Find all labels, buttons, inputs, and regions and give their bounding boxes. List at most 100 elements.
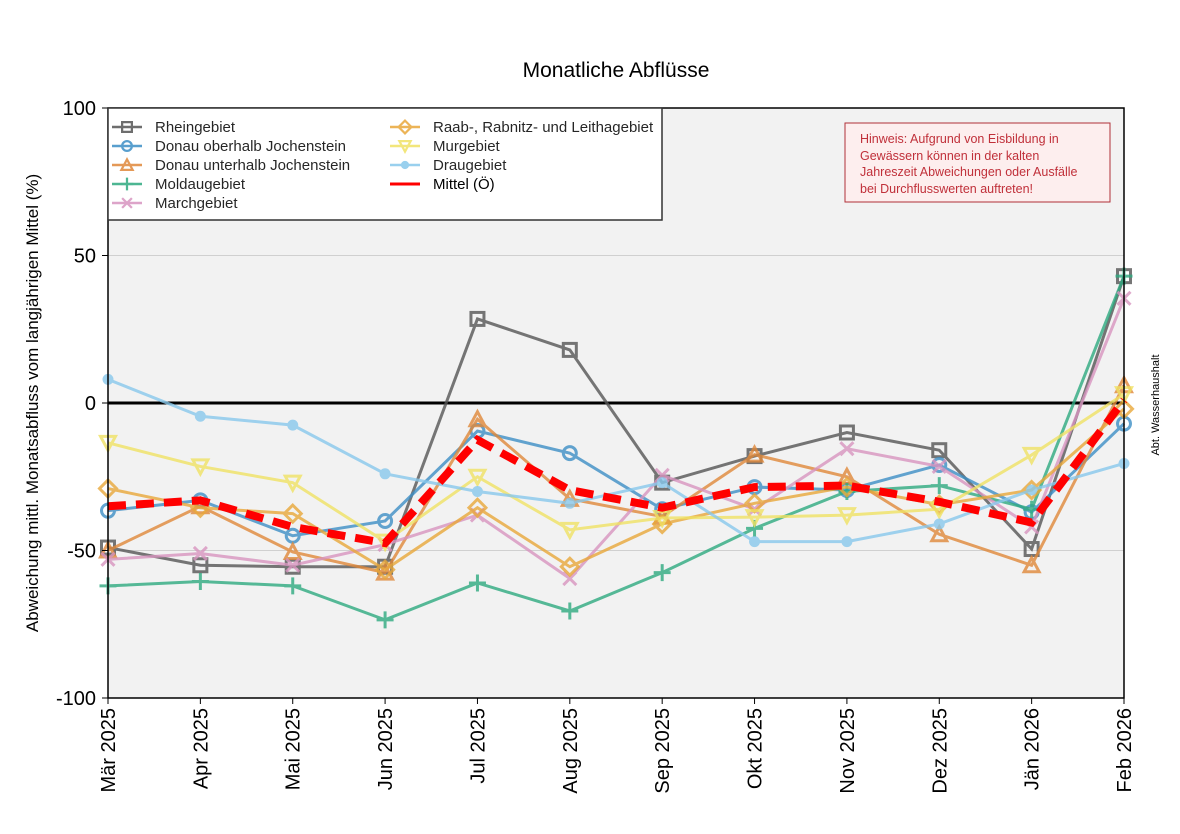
data-point — [282, 474, 303, 494]
data-point — [559, 521, 580, 541]
y-ticks: 100 50 0 -50 -100 — [56, 98, 108, 710]
data-point — [931, 442, 948, 459]
data-point — [562, 570, 578, 587]
data-point — [374, 559, 396, 581]
note-line-4: bei Durchflusswerten auftreten! — [860, 182, 1033, 196]
data-point — [284, 558, 301, 575]
series-mittel- — [107, 397, 1128, 548]
data-point — [192, 557, 209, 574]
data-point — [839, 441, 855, 457]
legend: Rheingebiet Donau oberhalb Jochenstein Don… — [107, 107, 663, 221]
note-line-3: Jahreszeit Abweichungen oder Ausfälle — [860, 165, 1078, 179]
legend-label: Donau oberhalb Jochenstein — [155, 138, 346, 155]
data-point — [467, 468, 488, 488]
legend-item: Donau unterhalb Jochenstein — [112, 156, 350, 174]
legend-label: Donau unterhalb Jochenstein — [155, 157, 350, 174]
x-tick-label: Dez 2025 — [929, 708, 951, 794]
legend-marker — [121, 140, 133, 152]
x-tick-label: Sep 2025 — [652, 708, 674, 794]
x-tick-label: Mai 2025 — [283, 708, 305, 790]
legend-item: Moldaugebiet — [112, 176, 246, 193]
x-tick-label: Jul 2025 — [467, 708, 489, 784]
data-point — [192, 545, 208, 562]
legend-item: Draugebiet — [390, 157, 507, 174]
x-tick-label: Nov 2025 — [837, 708, 859, 794]
data-point — [561, 602, 579, 620]
data-point — [564, 497, 576, 509]
data-point — [559, 556, 581, 578]
x-ticks: Mär 2025 Apr 2025 Mai 2025 Jun 2025 Jul 2025… — [98, 698, 1136, 794]
data-point — [285, 557, 301, 573]
legend-item: Mittel (Ö) — [390, 175, 495, 193]
chart-title: Monatliche Abflüsse — [523, 59, 710, 82]
data-point — [651, 513, 673, 535]
data-point — [471, 486, 483, 497]
data-point — [653, 564, 671, 582]
series-line — [107, 275, 1126, 622]
x-tick-label: Apr 2025 — [190, 708, 212, 789]
data-point — [287, 419, 299, 431]
series-line — [107, 422, 1126, 538]
series-line — [107, 378, 1125, 544]
legend-marker — [120, 177, 134, 191]
x-tick-label: Okt 2025 — [745, 708, 767, 789]
data-point — [656, 477, 668, 489]
data-point — [1021, 446, 1042, 466]
legend-item: Raab-, Rabnitz- und Leithagebiet — [390, 119, 654, 136]
legend-label: Rheingebiet — [155, 119, 236, 136]
y-tick-label: -100 — [56, 688, 96, 710]
data-point — [931, 458, 947, 474]
data-point — [749, 536, 761, 548]
x-tick-label: Jän 2026 — [1022, 708, 1044, 790]
data-point — [561, 445, 578, 462]
legend-label: Marchgebiet — [155, 195, 238, 212]
legend-marker — [397, 140, 413, 155]
legend-marker — [119, 156, 135, 171]
data-point — [744, 509, 765, 528]
data-point — [838, 424, 855, 441]
x-tick-label: Feb 2026 — [1114, 708, 1136, 793]
data-point — [930, 477, 948, 495]
note-line-2: Gewässern können in der kalten — [860, 149, 1039, 163]
data-point — [190, 458, 211, 478]
data-point — [1026, 484, 1038, 496]
y-tick-label: 0 — [85, 393, 96, 415]
legend-label: Murgebiet — [433, 138, 501, 155]
data-point — [469, 310, 486, 327]
legend-label: Mittel (Ö) — [433, 175, 495, 193]
data-point — [561, 341, 578, 358]
y-tick-label: -50 — [67, 541, 96, 563]
data-point — [744, 443, 765, 463]
legend-label: Draugebiet — [433, 157, 507, 174]
data-point — [379, 468, 391, 480]
legend-label: Raab-, Rabnitz- und Leithagebiet — [433, 119, 654, 136]
gridlines — [108, 255, 1124, 551]
x-tick-label: Aug 2025 — [560, 708, 582, 794]
ice-note: Hinweis: Aufgrund von Eisbildung in Gewä… — [844, 122, 1111, 203]
data-point — [929, 523, 950, 543]
legend-label: Moldaugebiet — [155, 176, 246, 193]
data-point — [282, 503, 304, 525]
data-point — [841, 536, 853, 548]
data-point — [282, 541, 303, 560]
legend-marker — [121, 121, 133, 133]
data-point — [376, 611, 394, 629]
data-point — [468, 574, 486, 592]
data-point — [377, 513, 394, 529]
note-line-1: Hinweis: Aufgrund von Eisbildung in — [860, 132, 1059, 146]
data-point — [466, 497, 489, 519]
legend-marker — [400, 160, 410, 170]
data-point — [194, 410, 206, 422]
legend-item: Donau oberhalb Jochenstein — [112, 138, 346, 155]
series-line — [107, 407, 1125, 572]
legend-marker — [121, 197, 133, 209]
x-tick-label: Jun 2025 — [375, 708, 397, 790]
x-tick-label: Mär 2025 — [98, 708, 120, 793]
legend-item: Marchgebiet — [112, 195, 238, 212]
watermark: Abt. Wasserhaushalt — [1150, 354, 1162, 455]
series-line — [107, 397, 1128, 548]
series-line — [107, 297, 1126, 581]
data-point — [284, 577, 302, 595]
series-line — [107, 384, 1126, 575]
